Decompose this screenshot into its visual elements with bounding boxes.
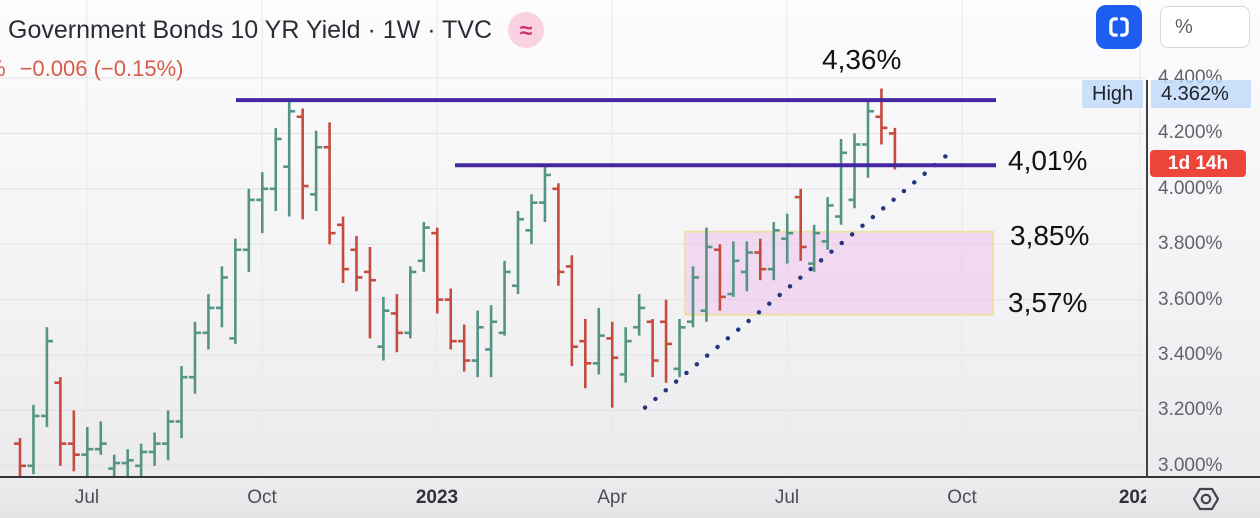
price-axis-label: 3.600%: [1158, 288, 1223, 310]
change-prefix-clipped: %: [0, 56, 6, 82]
unit-selector[interactable]: %: [1160, 6, 1250, 48]
approx-icon: ≈: [508, 12, 545, 48]
price-axis-label: 3.800%: [1158, 233, 1223, 255]
chart-settings-button[interactable]: [1190, 484, 1222, 514]
symbol-header: Government Bonds 10 YR Yield · 1W · TVC …: [8, 12, 545, 48]
price-axis-label: 3.200%: [1158, 399, 1223, 421]
price-change-value: −0.006 (−0.15%): [19, 56, 184, 81]
time-axis-label: 2023: [415, 487, 459, 508]
trendline-dotted[interactable]: [642, 147, 956, 410]
brackets-icon: [1109, 17, 1129, 37]
price-level-annotation[interactable]: 4,36%: [822, 44, 902, 75]
time-axis-label: Oct: [247, 487, 277, 508]
high-value-chip: 4.362%: [1151, 80, 1251, 108]
time-axis-label: Oct: [947, 487, 977, 508]
time-axis-label: Jul: [74, 487, 100, 508]
high-label-chip: High: [1082, 80, 1144, 108]
time-axis-label: Jul: [774, 487, 800, 508]
ohlc-series: [14, 88, 996, 477]
price-axis-label: 4.200%: [1158, 122, 1223, 144]
fullscreen-button[interactable]: [1096, 5, 1142, 49]
countdown-badge[interactable]: 1d 14h: [1150, 150, 1246, 177]
time-axis-label: Apr: [597, 487, 627, 508]
symbol-title[interactable]: Government Bonds 10 YR Yield · 1W · TVC: [8, 15, 493, 44]
price-level-annotation[interactable]: 3,57%: [1008, 287, 1088, 318]
price-axis-label: 3.000%: [1158, 454, 1223, 476]
price-axis-label: 3.400%: [1158, 344, 1223, 365]
support-zone-rect[interactable]: [684, 230, 994, 316]
price-level-annotation[interactable]: 4,01%: [1008, 145, 1088, 176]
price-change-row: % −0.006 (−0.15%): [0, 56, 183, 82]
unit-label: %: [1175, 15, 1193, 38]
price-axis-label: 4.000%: [1158, 177, 1223, 199]
price-level-annotation[interactable]: 3,85%: [1010, 220, 1090, 251]
